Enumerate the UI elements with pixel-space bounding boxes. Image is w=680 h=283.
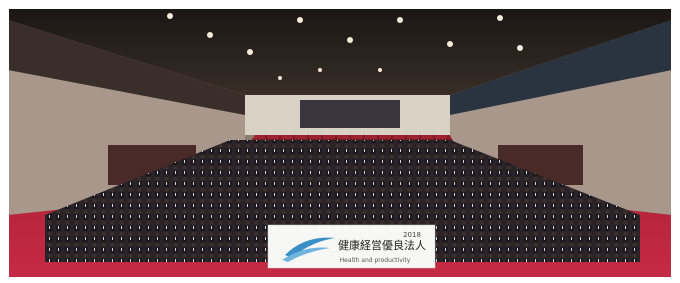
banner-subtitle: Health and productivity [340,257,411,264]
stage-screen [300,100,400,128]
photo: 2018 健康経営優良法人 Health and productivity [0,0,680,283]
banner: 2018 健康経営優良法人 Health and productivity [268,225,435,268]
page: 2018 健康経営優良法人 Health and productivity ((… [0,0,680,283]
banner-year: 2018 [403,231,421,239]
banner-title: 健康経営優良法人 [338,238,426,252]
